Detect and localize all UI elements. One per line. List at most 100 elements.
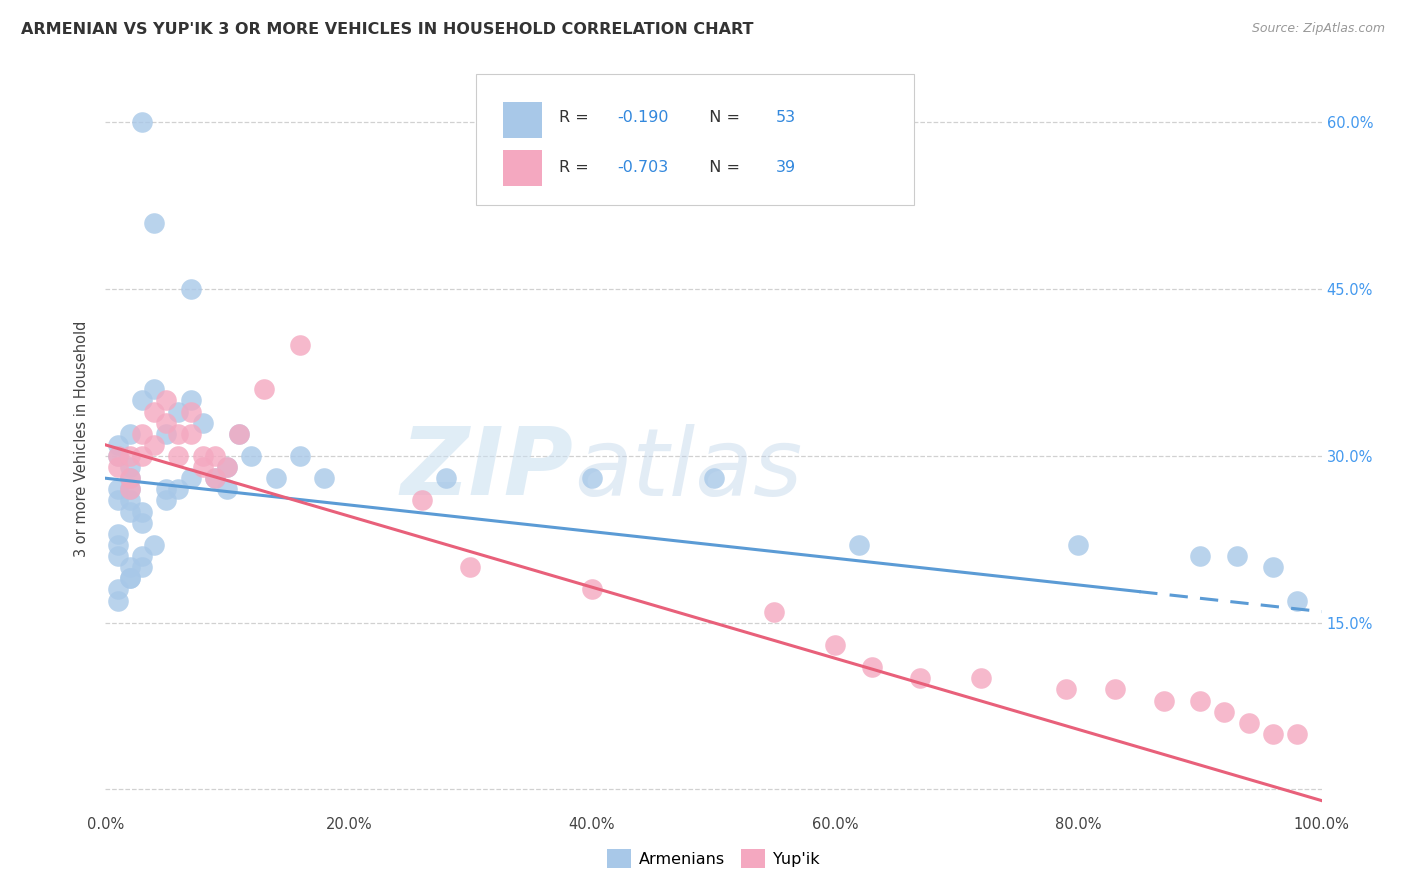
FancyBboxPatch shape [503, 151, 543, 186]
Point [131, 549, 153, 563]
Text: 39: 39 [776, 160, 796, 175]
Point [1054, 682, 1077, 697]
Point [228, 426, 250, 441]
Point [143, 215, 166, 229]
Point [155, 493, 177, 508]
Point [155, 483, 177, 497]
Point [131, 115, 153, 129]
Point [180, 404, 202, 418]
Point [107, 438, 129, 452]
Point [143, 382, 166, 396]
Point [204, 471, 226, 485]
Point [107, 582, 129, 597]
Text: R =: R = [560, 160, 593, 175]
Point [264, 471, 287, 485]
Point [167, 449, 190, 463]
Point [411, 493, 433, 508]
Point [288, 449, 311, 463]
Point [217, 483, 239, 497]
Point [314, 471, 336, 485]
Point [167, 426, 190, 441]
Point [131, 449, 153, 463]
FancyBboxPatch shape [477, 74, 914, 204]
Point [118, 571, 141, 585]
Point [180, 282, 202, 296]
Point [1286, 593, 1309, 607]
Point [131, 516, 153, 530]
Point [107, 538, 129, 552]
Point [118, 471, 141, 485]
Point [131, 426, 153, 441]
Point [107, 483, 129, 497]
FancyBboxPatch shape [503, 102, 543, 137]
Point [1261, 560, 1284, 574]
Text: -0.190: -0.190 [617, 110, 669, 125]
Point [143, 404, 166, 418]
Point [458, 560, 481, 574]
Point [118, 426, 141, 441]
Point [1213, 705, 1236, 719]
Point [1189, 549, 1212, 563]
Point [581, 582, 603, 597]
Point [118, 493, 141, 508]
Text: ZIP: ZIP [401, 423, 574, 515]
Text: -0.703: -0.703 [617, 160, 669, 175]
Point [118, 471, 141, 485]
Point [118, 483, 141, 497]
Point [860, 660, 883, 674]
Point [143, 538, 166, 552]
Point [180, 471, 202, 485]
Point [107, 549, 129, 563]
Point [763, 605, 786, 619]
Point [1225, 549, 1247, 563]
Point [1189, 693, 1212, 707]
Point [191, 416, 214, 430]
Point [1261, 727, 1284, 741]
Point [1067, 538, 1090, 552]
Point [1237, 715, 1260, 730]
Point [970, 671, 993, 685]
Point [434, 471, 457, 485]
Point [1104, 682, 1126, 697]
Point [131, 560, 153, 574]
Point [824, 638, 846, 652]
Text: R =: R = [560, 110, 593, 125]
Point [1153, 693, 1175, 707]
Point [155, 426, 177, 441]
Point [1286, 727, 1309, 741]
Point [167, 404, 190, 418]
Point [131, 505, 153, 519]
Point [118, 460, 141, 475]
Point [191, 460, 214, 475]
Point [240, 449, 263, 463]
Point [131, 393, 153, 408]
Point [107, 593, 129, 607]
Point [155, 393, 177, 408]
Point [118, 483, 141, 497]
Point [910, 671, 932, 685]
Text: N =: N = [699, 160, 745, 175]
Point [191, 449, 214, 463]
Point [107, 526, 129, 541]
Point [848, 538, 870, 552]
Point [107, 460, 129, 475]
Point [217, 460, 239, 475]
Point [107, 493, 129, 508]
Text: Source: ZipAtlas.com: Source: ZipAtlas.com [1251, 22, 1385, 36]
Point [180, 426, 202, 441]
Text: atlas: atlas [574, 424, 801, 515]
Point [180, 393, 202, 408]
Point [204, 449, 226, 463]
Point [143, 438, 166, 452]
Text: N =: N = [699, 110, 745, 125]
Point [118, 449, 141, 463]
Point [702, 471, 725, 485]
Point [252, 382, 274, 396]
Y-axis label: 3 or more Vehicles in Household: 3 or more Vehicles in Household [75, 321, 90, 558]
Point [118, 560, 141, 574]
Point [217, 460, 239, 475]
Point [118, 571, 141, 585]
Point [581, 471, 603, 485]
Point [288, 338, 311, 352]
Point [155, 416, 177, 430]
